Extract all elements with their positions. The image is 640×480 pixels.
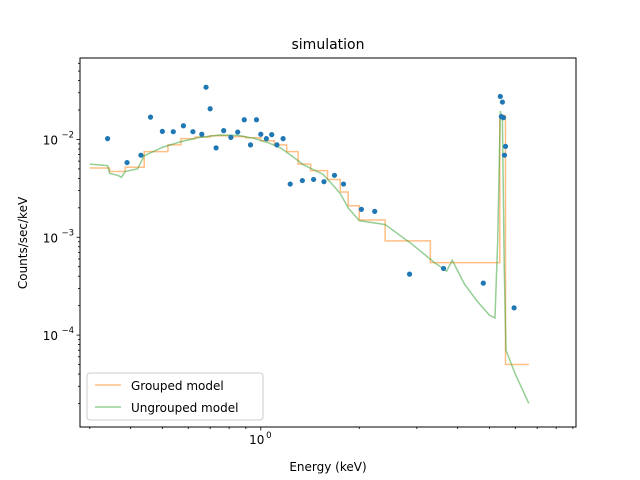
- data-point: [147, 114, 154, 120]
- data-point: [247, 142, 254, 148]
- data-point: [159, 128, 165, 134]
- legend-grouped-label: Grouped model: [131, 379, 224, 393]
- data-point: [104, 136, 111, 142]
- data-point: [199, 131, 205, 137]
- data-point: [406, 271, 413, 277]
- data-point: [287, 181, 293, 187]
- y-tick-label: 10: [43, 329, 58, 343]
- data-point: [241, 117, 247, 123]
- data-point: [340, 181, 347, 187]
- data-point: [321, 179, 327, 185]
- data-point: [253, 117, 260, 123]
- data-point: [170, 129, 176, 135]
- y-axis-label: Counts/sec/keV: [16, 196, 30, 289]
- data-point: [502, 143, 509, 149]
- data-point: [499, 99, 506, 105]
- data-point: [511, 305, 517, 311]
- data-point: [221, 128, 227, 134]
- data-point: [280, 136, 286, 142]
- x-tick-label-exponent: 0: [266, 431, 271, 441]
- legend-ungrouped-label: Ungrouped model: [131, 401, 238, 415]
- data-point: [203, 84, 209, 90]
- data-point: [269, 132, 275, 138]
- data-point: [263, 136, 269, 142]
- data-point: [497, 93, 503, 100]
- data-point: [358, 206, 364, 212]
- data-point: [207, 106, 213, 112]
- data-point: [310, 176, 317, 183]
- data-point: [480, 280, 486, 286]
- data-point: [213, 145, 219, 151]
- data-point: [440, 265, 447, 272]
- legend-box: [86, 372, 264, 421]
- x-axis: 10 0: [89, 427, 574, 447]
- data-point: [258, 131, 264, 137]
- plot-frame: [79, 57, 577, 428]
- y-tick-label-exponent: −3: [61, 228, 74, 238]
- data-point: [124, 159, 130, 166]
- y-tick-label: 10: [43, 231, 58, 245]
- data-point: [190, 129, 196, 135]
- data-point: [501, 152, 508, 158]
- y-axis: 10−410−310−2: [43, 62, 80, 404]
- data-point: [180, 123, 187, 129]
- plot-series: [89, 84, 530, 404]
- data-point: [500, 115, 507, 121]
- chart-title: simulation: [292, 37, 365, 53]
- data-point: [274, 142, 280, 148]
- y-tick-label-exponent: −4: [61, 326, 74, 336]
- legend: Grouped model Ungrouped model: [86, 372, 264, 421]
- data-point: [235, 129, 241, 135]
- x-tick-label: 10: [249, 433, 264, 447]
- grouped-model-line: [89, 114, 529, 366]
- ungrouped-model-line: [89, 110, 530, 404]
- data-point: [299, 177, 305, 184]
- data-point: [228, 134, 234, 140]
- data-point: [372, 208, 378, 214]
- x-axis-label: Energy (keV): [289, 460, 366, 474]
- y-tick-label: 10: [43, 133, 58, 147]
- data-point: [331, 172, 338, 178]
- data-point: [138, 152, 144, 158]
- y-tick-label-exponent: −2: [61, 130, 74, 140]
